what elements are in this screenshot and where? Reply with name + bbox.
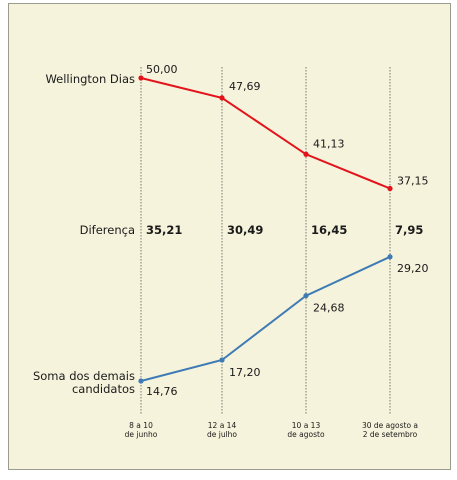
data-point-1-3 xyxy=(303,151,309,157)
difference-value-4: 7,95 xyxy=(395,223,423,237)
chart-frame: 8 a 10 de junho 12 a 14 de julho 10 a 13 de a… xyxy=(8,3,451,470)
difference-value-3: 16,45 xyxy=(311,223,347,237)
data-point-1-4 xyxy=(387,185,393,192)
difference-value-2: 30,49 xyxy=(227,223,263,237)
data-label-1-3: 41,13 xyxy=(313,137,345,150)
data-label-1-1: 50,00 xyxy=(146,63,178,76)
data-label-2-2: 17,20 xyxy=(229,366,261,379)
data-label-1-4: 37,15 xyxy=(397,174,429,187)
difference-value-1: 35,21 xyxy=(146,223,182,237)
data-label-2-4: 29,20 xyxy=(397,262,429,275)
line-chart: 8 a 10 de junho 12 a 14 de julho 10 a 13 de a… xyxy=(33,63,429,439)
x-tick-label-1: 8 a 10 de junho xyxy=(125,421,158,439)
x-tick-label-3: 10 a 13 de agosto xyxy=(287,421,325,439)
difference-label: Diferença xyxy=(80,223,135,237)
data-point-1-2 xyxy=(219,95,225,101)
data-point-2-4 xyxy=(387,254,393,260)
series-line-1 xyxy=(140,77,391,190)
data-label-2-3: 24,68 xyxy=(313,302,345,315)
data-point-1-1 xyxy=(138,75,144,81)
legend-label-1: Wellington Dias xyxy=(45,72,135,86)
data-label-1-2: 47,69 xyxy=(229,80,261,93)
data-point-2-3 xyxy=(303,293,309,299)
legend-label-2: Soma dos demais candidatos xyxy=(33,369,135,396)
x-tick-label-2: 12 a 14 de julho xyxy=(207,421,237,439)
data-label-2-1: 14,76 xyxy=(146,385,178,398)
data-point-2-2 xyxy=(219,357,225,363)
series-line-2 xyxy=(140,255,391,382)
data-point-2-1 xyxy=(138,378,144,384)
